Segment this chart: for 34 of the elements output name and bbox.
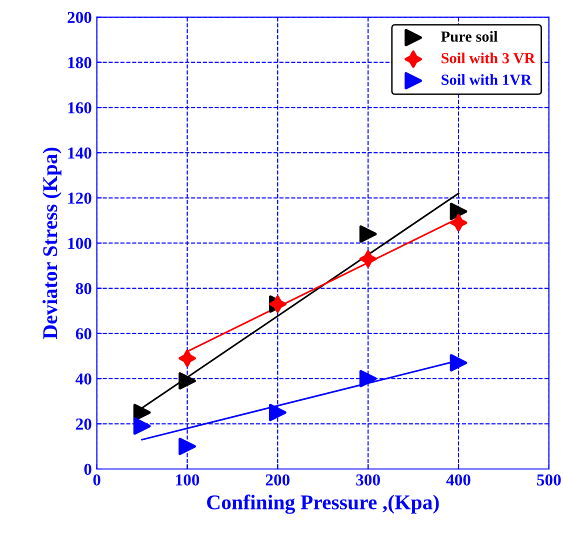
- legend-label: Pure soil: [441, 30, 498, 42]
- legend-label: Soil with 3 VR: [442, 52, 536, 64]
- point: [133, 404, 151, 422]
- y-tick-label: 60: [76, 328, 92, 340]
- y-tick-label: 100: [68, 238, 92, 250]
- legend-label: Soil with 1VR: [442, 74, 532, 85]
- point: [133, 417, 151, 435]
- y-tick-label: 200: [68, 12, 92, 24]
- y-tick-label: 160: [68, 102, 92, 114]
- x-tick-label: 200: [266, 474, 290, 486]
- y-tick-label: 140: [68, 147, 92, 159]
- point: [178, 350, 196, 367]
- point: [359, 225, 377, 243]
- x-axis-title: Confining Pressure ,(Kpa): [207, 494, 439, 514]
- point: [178, 438, 196, 456]
- y-tick-label: 180: [68, 57, 92, 68]
- x-tick-label: 0: [93, 474, 100, 486]
- y-tick-label: 0: [84, 464, 92, 475]
- y-axis-title: Deviator Stress (Kpa): [42, 148, 62, 339]
- x-tick-label: 500: [537, 474, 561, 486]
- x-tick-label: 300: [356, 474, 380, 486]
- x-tick-label: 100: [176, 474, 200, 486]
- y-tick-label: 80: [76, 282, 92, 294]
- point: [269, 404, 286, 422]
- point: [359, 250, 377, 268]
- point: [450, 214, 468, 232]
- y-tick-label: 40: [76, 373, 92, 385]
- x-tick-label: 400: [446, 474, 470, 486]
- y-tick-label: 20: [76, 418, 92, 430]
- point: [359, 370, 377, 388]
- point: [450, 202, 468, 220]
- point: [450, 354, 468, 372]
- y-tick-label: 120: [68, 192, 92, 204]
- point: [178, 372, 196, 390]
